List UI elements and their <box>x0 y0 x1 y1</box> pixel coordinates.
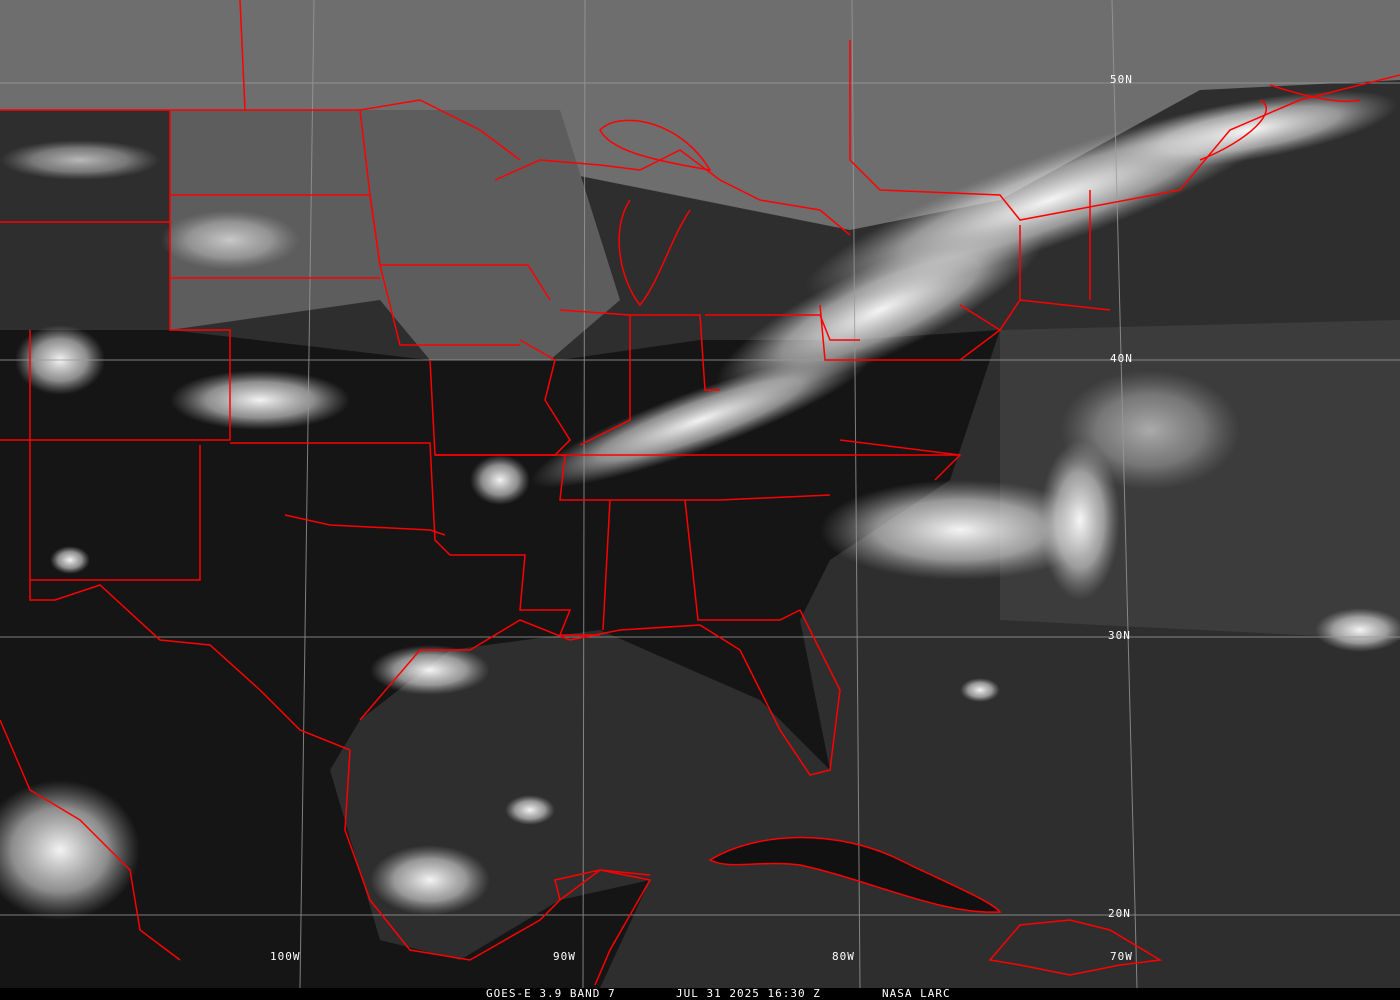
lon-label-70w: 70W <box>1110 950 1133 963</box>
satellite-band-label: GOES-E 3.9 BAND 7 <box>486 987 616 1000</box>
lat-label-30n: 30N <box>1108 629 1131 642</box>
source-label: NASA LARC <box>882 987 951 1000</box>
lon-label-90w: 90W <box>553 950 576 963</box>
lon-label-80w: 80W <box>832 950 855 963</box>
plains-land <box>170 110 620 360</box>
image-caption-bar: GOES-E 3.9 BAND 7 JUL 31 2025 16:30 Z NA… <box>0 988 1400 1000</box>
lat-label-40n: 40N <box>1110 352 1133 365</box>
cloud-cover <box>0 90 1400 920</box>
lat-label-20n: 20N <box>1108 907 1131 920</box>
us-south-land <box>0 330 1000 988</box>
timestamp-label: JUL 31 2025 16:30 Z <box>676 987 821 1000</box>
lat-label-50n: 50N <box>1110 73 1133 86</box>
lon-label-100w: 100W <box>270 950 301 963</box>
cuba-land <box>710 837 1000 913</box>
